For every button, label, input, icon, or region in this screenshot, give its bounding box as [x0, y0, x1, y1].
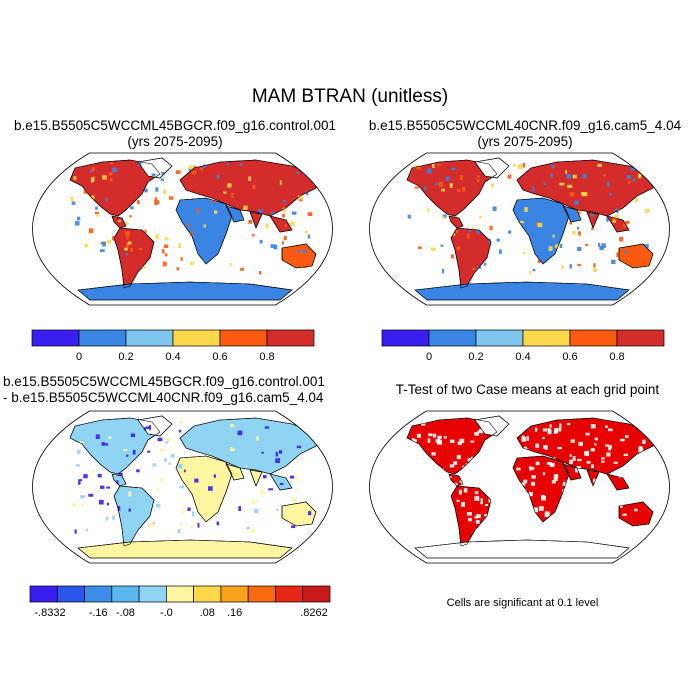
map-border [369, 410, 670, 564]
colorbar-tick-label: 0.2 [118, 351, 133, 363]
panel3-title: b.e15.B5505C5WCCML45BGCR.f09_g16.control… [3, 374, 325, 406]
colorbar-swatch [247, 585, 276, 603]
colorbar-swatch [166, 585, 194, 603]
colorbar-tick-label: 0.8 [609, 351, 624, 363]
colorbar-swatch [78, 329, 127, 347]
colorbar-swatch [111, 585, 140, 603]
colorbar-swatch [428, 329, 477, 347]
colorbar-swatch [569, 329, 618, 347]
colorbar-swatch [56, 585, 85, 603]
colorbar-diff: -.8332 -.16 -.08 -.0 .08 .16 .8262 [29, 585, 331, 619]
colorbar-swatch [84, 585, 113, 603]
colorbar-swatch [616, 329, 665, 347]
colorbar-tick-label: 0.4 [515, 351, 530, 363]
colorbar-swatch [193, 585, 222, 603]
colorbar-tick-label: 0.8 [259, 351, 274, 363]
colorbar-tick-label: 0.6 [212, 351, 227, 363]
colorbar-swatch [29, 585, 58, 603]
colorbar-swatch [275, 585, 304, 603]
panel3-title-line1: b.e15.B5505C5WCCML45BGCR.f09_g16.control… [3, 374, 325, 389]
panel2-title-line1: b.e15.B5505C5WCCML40CNR.f09_g16.cam5_4.0… [368, 118, 682, 133]
significance-note: Cells are significant at 0.1 level [446, 597, 599, 609]
panel2-title: b.e15.B5505C5WCCML40CNR.f09_g16.cam5_4.0… [350, 118, 700, 150]
colorbar-tick-label: 0.6 [562, 351, 577, 363]
map-border [369, 152, 670, 306]
colorbar-swatch [220, 585, 249, 603]
panel1-title: b.e15.B5505C5WCCML45BGCR.f09_g16.control… [0, 118, 350, 150]
map-panel1 [32, 152, 333, 306]
colorbar-swatch [219, 329, 268, 347]
colorbar-panel1: 0 0.2 0.4 0.6 0.8 [31, 329, 315, 363]
colorbar-tick-label: .16 [227, 607, 242, 619]
map-border [32, 410, 333, 564]
colorbar-swatch [31, 329, 80, 347]
main-title: MAM BTRAN (unitless) [251, 86, 449, 107]
colorbar-tick-label: 0.2 [468, 351, 483, 363]
colorbar-tick-label: 0.4 [165, 351, 180, 363]
colorbar-swatch [125, 329, 174, 347]
map-border [32, 152, 333, 306]
colorbar-swatch [266, 329, 315, 347]
panel2-title-line2: (yrs 2075-2095) [477, 134, 573, 149]
panel3-title-line2: - b.e15.B5505C5WCCML40CNR.f09_g16.cam5_4… [3, 390, 324, 405]
panel4-title: T-Test of two Case means at each grid po… [395, 382, 660, 397]
colorbar-tick-label: .8262 [300, 607, 328, 619]
map-panel4 [369, 410, 670, 564]
panel1-title-line1: b.e15.B5505C5WCCML45BGCR.f09_g16.control… [14, 118, 336, 133]
map-panel2 [369, 152, 670, 306]
colorbar-swatch [302, 585, 331, 603]
colorbar-tick-label: -.0 [160, 607, 173, 619]
colorbar-swatch [475, 329, 524, 347]
colorbar-tick-label: .08 [200, 607, 215, 619]
map-panel3 [32, 410, 333, 564]
colorbar-tick-label: 0 [426, 351, 432, 363]
colorbar-swatch [172, 329, 221, 347]
colorbar-tick-label: -.16 [89, 607, 108, 619]
colorbar-swatch [138, 585, 167, 603]
colorbar-panel2: 0 0.2 0.4 0.6 0.8 [381, 329, 665, 363]
colorbar-tick-label: -.08 [116, 607, 135, 619]
colorbar-tick-label: 0 [76, 351, 82, 363]
panel1-title-line2: (yrs 2075-2095) [127, 134, 223, 149]
colorbar-swatch [381, 329, 430, 347]
colorbar-swatch [522, 329, 571, 347]
colorbar-tick-label: -.8332 [34, 607, 65, 619]
